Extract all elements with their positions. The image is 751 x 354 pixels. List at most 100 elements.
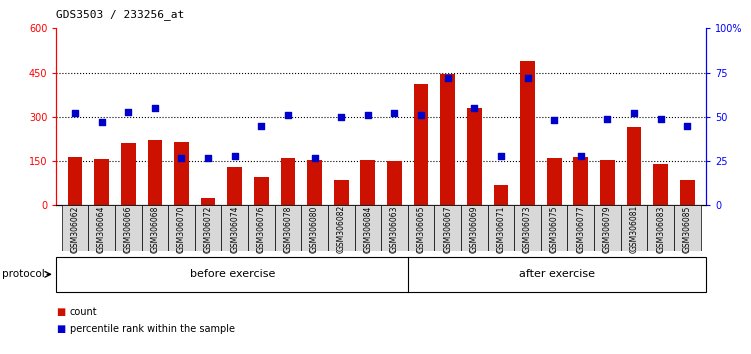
Bar [627,127,641,205]
Bar [147,141,162,205]
Point [521,75,533,81]
Point [176,155,188,160]
FancyBboxPatch shape [328,205,354,251]
Text: GSM306065: GSM306065 [417,205,426,252]
Point [149,105,161,111]
Bar [68,156,83,205]
Bar [228,167,242,205]
Bar [414,84,428,205]
Point [442,75,454,81]
Bar [574,157,588,205]
FancyBboxPatch shape [514,205,541,251]
Point [655,116,667,121]
Bar [360,160,376,205]
Text: GSM306075: GSM306075 [550,205,559,252]
FancyBboxPatch shape [461,205,487,251]
Point [495,153,507,159]
Bar [334,180,348,205]
Bar [653,164,668,205]
Bar [600,160,615,205]
Point [335,114,347,120]
FancyBboxPatch shape [594,205,621,251]
Text: ■: ■ [56,307,65,316]
Point [362,112,374,118]
Text: after exercise: after exercise [519,269,595,279]
Text: protocol: protocol [2,269,44,279]
Bar [174,142,189,205]
Text: GSM306080: GSM306080 [310,205,319,252]
FancyBboxPatch shape [222,205,248,251]
Point [255,123,267,129]
Point [95,119,107,125]
Text: ■: ■ [56,324,65,334]
Point [548,118,560,123]
Text: GSM306072: GSM306072 [204,205,213,252]
Point [602,116,614,121]
Text: GSM306077: GSM306077 [576,205,585,252]
Bar [387,161,402,205]
Bar [440,74,455,205]
Point [388,110,400,116]
Text: GSM306066: GSM306066 [124,205,133,252]
FancyBboxPatch shape [195,205,222,251]
Text: GSM306070: GSM306070 [177,205,186,252]
Text: GSM306085: GSM306085 [683,205,692,252]
Text: GSM306062: GSM306062 [71,205,80,252]
Point [69,110,81,116]
Point [469,105,481,111]
Bar [467,108,481,205]
Text: GDS3503 / 233256_at: GDS3503 / 233256_at [56,9,185,20]
Text: count: count [70,307,98,316]
FancyBboxPatch shape [248,205,275,251]
Text: GSM306068: GSM306068 [150,205,159,252]
FancyBboxPatch shape [621,205,647,251]
FancyBboxPatch shape [62,205,89,251]
FancyBboxPatch shape [487,205,514,251]
Text: GSM306063: GSM306063 [390,205,399,252]
Text: GSM306083: GSM306083 [656,205,665,252]
Bar [493,185,508,205]
Text: GSM306084: GSM306084 [363,205,372,252]
FancyBboxPatch shape [89,205,115,251]
FancyBboxPatch shape [434,205,461,251]
Bar [281,158,295,205]
Point [575,153,587,159]
Point [681,123,693,129]
FancyBboxPatch shape [115,205,141,251]
Text: GSM306067: GSM306067 [443,205,452,252]
Bar [520,61,535,205]
FancyBboxPatch shape [647,205,674,251]
FancyBboxPatch shape [568,205,594,251]
FancyBboxPatch shape [168,205,195,251]
Text: GSM306076: GSM306076 [257,205,266,252]
FancyBboxPatch shape [408,205,434,251]
Bar [307,160,322,205]
Point [309,155,321,160]
Point [415,112,427,118]
Bar [201,198,216,205]
Text: GSM306082: GSM306082 [336,205,345,251]
Text: GSM306074: GSM306074 [231,205,240,252]
Bar [95,159,109,205]
Point [122,109,134,114]
FancyBboxPatch shape [275,205,301,251]
Text: GSM306071: GSM306071 [496,205,505,252]
Text: GSM306069: GSM306069 [470,205,479,252]
FancyBboxPatch shape [354,205,382,251]
Point [202,155,214,160]
Point [229,153,241,159]
Text: GSM306073: GSM306073 [523,205,532,252]
FancyBboxPatch shape [382,205,408,251]
Text: before exercise: before exercise [189,269,275,279]
FancyBboxPatch shape [301,205,328,251]
Bar [547,158,562,205]
FancyBboxPatch shape [141,205,168,251]
Bar [254,177,269,205]
FancyBboxPatch shape [541,205,568,251]
Point [628,110,640,116]
FancyBboxPatch shape [674,205,701,251]
Text: GSM306081: GSM306081 [629,205,638,251]
Point [282,112,294,118]
Text: GSM306064: GSM306064 [97,205,106,252]
Text: percentile rank within the sample: percentile rank within the sample [70,324,235,334]
